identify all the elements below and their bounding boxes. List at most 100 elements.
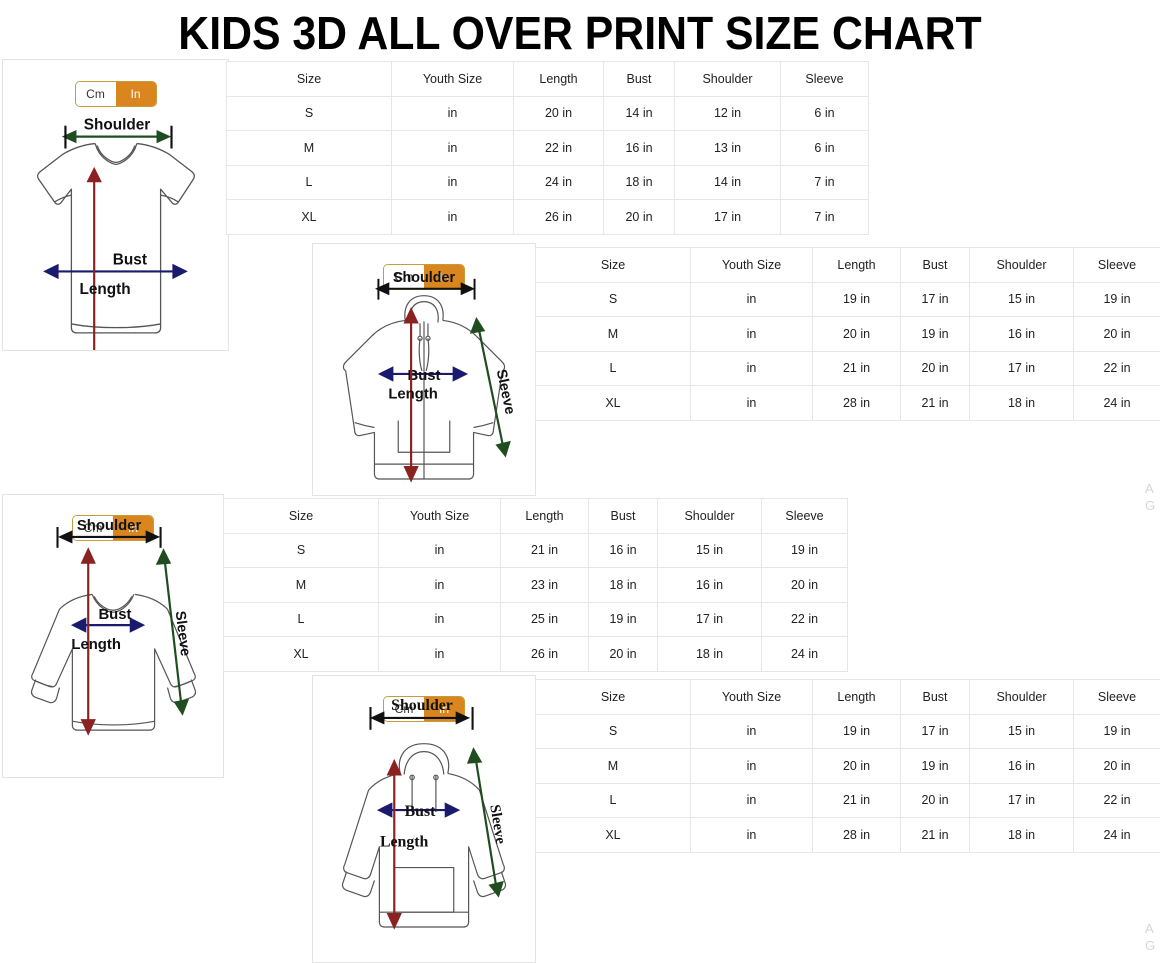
cell-youth: in (690, 748, 813, 784)
table-header-row: Size Youth Size Length Bust Shoulder Sle… (535, 247, 1160, 283)
cell-size: XL (226, 199, 392, 235)
cell-youth: in (391, 130, 514, 166)
cell-length: 20 in (812, 316, 901, 352)
col-bust: Bust (900, 247, 970, 283)
col-youthsize: Youth Size (378, 498, 501, 534)
cell-length: 21 in (812, 350, 901, 386)
watermark-line-1: A (1145, 481, 1154, 496)
cell-length: 25 in (500, 601, 589, 637)
col-shoulder: Shoulder (657, 498, 762, 534)
col-sleeve: Sleeve (1073, 679, 1160, 715)
cell-size: M (223, 567, 379, 603)
cell-shoulder: 17 in (969, 782, 1074, 818)
col-sleeve: Sleeve (761, 498, 848, 534)
cell-shoulder: 16 in (969, 316, 1074, 352)
cell-shoulder: 15 in (657, 532, 762, 568)
diagram-panel-long-sleeve: Cm In Shoulder (2, 494, 224, 778)
cell-youth: in (391, 164, 514, 200)
cell-bust: 17 in (900, 281, 970, 317)
cell-youth: in (690, 817, 813, 853)
cell-length: 19 in (812, 713, 901, 749)
col-bust: Bust (603, 61, 675, 97)
cell-length: 26 in (513, 199, 604, 235)
cell-sleeve: 24 in (761, 636, 848, 672)
table-row: M in 22 in 16 in 13 in 6 in (226, 130, 869, 166)
cell-sleeve: 6 in (780, 95, 869, 131)
watermark-top: A G (1145, 480, 1160, 518)
cell-size: M (535, 748, 691, 784)
label-length: Length (79, 281, 130, 298)
page-title: KIDS 3D ALL OVER PRINT SIZE CHART (178, 7, 982, 59)
cell-bust: 16 in (603, 130, 675, 166)
cell-bust: 21 in (900, 817, 970, 853)
cell-size: M (535, 316, 691, 352)
cell-bust: 20 in (588, 636, 658, 672)
col-length: Length (812, 247, 901, 283)
cell-bust: 16 in (588, 532, 658, 568)
col-size: Size (226, 61, 392, 97)
cell-length: 23 in (500, 567, 589, 603)
cell-sleeve: 24 in (1073, 385, 1160, 421)
size-table-zip-hoodie: Size Youth Size Length Bust Shoulder Sle… (535, 247, 1160, 421)
cell-shoulder: 14 in (674, 164, 781, 200)
watermark-line-2: G (1145, 498, 1156, 513)
unit-toggle-in[interactable]: In (115, 82, 156, 106)
cell-shoulder: 13 in (674, 130, 781, 166)
size-table-tshirt: Size Youth Size Length Bust Shoulder Sle… (226, 61, 869, 235)
cell-sleeve: 20 in (1073, 748, 1160, 784)
col-size: Size (535, 247, 691, 283)
table-header-row: Size Youth Size Length Bust Shoulder Sle… (223, 498, 848, 534)
label-sleeve: Sleeve (172, 610, 193, 657)
cell-sleeve: 19 in (761, 532, 848, 568)
diagram-panel-tshirt: Cm In Shoulder (2, 59, 229, 351)
cell-youth: in (690, 713, 813, 749)
cell-youth: in (378, 601, 501, 637)
watermark-line-2: G (1145, 938, 1156, 953)
col-shoulder: Shoulder (969, 247, 1074, 283)
table-row: XL in 28 in 21 in 18 in 24 in (535, 385, 1160, 421)
unit-toggle-tshirt[interactable]: Cm In (74, 81, 157, 107)
unit-toggle-cm[interactable]: Cm (75, 82, 116, 106)
cell-size: L (535, 782, 691, 818)
table-row: L in 21 in 20 in 17 in 22 in (535, 782, 1160, 818)
col-bust: Bust (588, 498, 658, 534)
cell-bust: 17 in (900, 713, 970, 749)
label-shoulder: Shoulder (393, 270, 456, 286)
pullover-hoodie-diagram: Shoulder Bust Length Sleeve (341, 697, 508, 930)
col-youthsize: Youth Size (391, 61, 514, 97)
diagram-panel-pullover-hoodie: Cm In Shoulder (312, 675, 536, 963)
cell-bust: 20 in (900, 350, 970, 386)
unit-toggle-zip-hoodie[interactable]: Cm In (383, 264, 465, 290)
table-row: S in 19 in 17 in 15 in 19 in (535, 281, 1160, 317)
cell-shoulder: 18 in (969, 817, 1074, 853)
cell-length: 22 in (513, 130, 604, 166)
cell-size: XL (535, 385, 691, 421)
watermark-line-1: A (1145, 921, 1154, 936)
cell-bust: 21 in (900, 385, 970, 421)
col-length: Length (513, 61, 604, 97)
cell-sleeve: 22 in (761, 601, 848, 637)
label-length: Length (71, 637, 121, 653)
unit-toggle-cm[interactable]: Cm (384, 265, 424, 289)
cell-sleeve: 7 in (780, 164, 869, 200)
table-row: S in 20 in 14 in 12 in 6 in (226, 95, 869, 131)
unit-toggle-in[interactable]: In (424, 265, 464, 289)
cell-shoulder: 16 in (657, 567, 762, 603)
cell-youth: in (391, 199, 514, 235)
col-shoulder: Shoulder (674, 61, 781, 97)
label-bust: Bust (113, 251, 147, 268)
col-size: Size (535, 679, 691, 715)
cell-shoulder: 12 in (674, 95, 781, 131)
label-sleeve: Sleeve (486, 804, 508, 846)
cell-size: S (535, 281, 691, 317)
cell-shoulder: 18 in (657, 636, 762, 672)
tshirt-diagram: Shoulder Bust Length (37, 117, 195, 350)
cell-size: L (535, 350, 691, 386)
cell-size: S (223, 532, 379, 568)
cell-shoulder: 16 in (969, 748, 1074, 784)
cell-size: XL (535, 817, 691, 853)
cell-youth: in (391, 95, 514, 131)
label-bust: Bust (407, 368, 440, 384)
col-youthsize: Youth Size (690, 679, 813, 715)
cell-size: XL (223, 636, 379, 672)
